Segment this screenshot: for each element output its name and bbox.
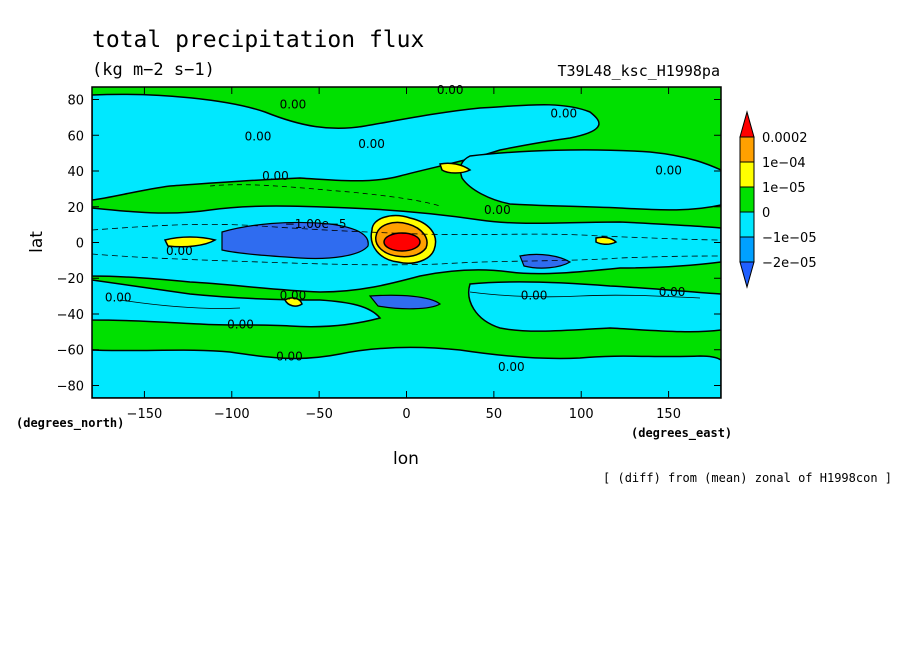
y-tick-label: −80 [57, 379, 84, 394]
x-tick-label: −100 [214, 407, 250, 422]
colorbar-swatch [739, 161, 755, 188]
colorbar-swatch [739, 136, 755, 163]
chart-title: total precipitation flux [92, 27, 424, 53]
colorbar-label: 0 [762, 206, 770, 221]
colorbar: 0.0002 1e−04 1e−05 0 −1e−05 −2e−05 [739, 110, 817, 289]
contour-lines [92, 184, 721, 309]
contour-label: 0.00 [276, 349, 303, 363]
y-tick-label: 80 [67, 94, 84, 109]
colorbar-label: −2e−05 [762, 256, 817, 271]
y-axis-title: lat [27, 231, 47, 253]
contour-label: 0.00 [280, 289, 307, 303]
y-tick-label: 60 [67, 129, 84, 144]
x-tick-label: 100 [569, 407, 594, 422]
y-axis: 80 60 40 20 0 −20 −40 −60 −80 [57, 94, 721, 394]
contour-label: 0.00 [358, 137, 385, 151]
central-anomaly [370, 214, 437, 264]
contour-label: 0.00 [550, 106, 577, 120]
chart-units: (kg m−2 s−1) [92, 60, 215, 80]
contour-label: 0.00 [227, 317, 254, 331]
strong-negative-regions [221, 221, 572, 310]
x-tick-label: 50 [486, 407, 503, 422]
contour-label: 0.00 [437, 83, 464, 97]
x-tick-label: 0 [402, 407, 410, 422]
contour-label: 0.00 [521, 289, 548, 303]
colorbar-label: 1e−05 [762, 181, 806, 196]
plot-area [92, 87, 721, 398]
contour-label: 0.00 [659, 285, 686, 299]
contour-label: 0.00 [245, 130, 272, 144]
colorbar-bottom-arrow [739, 261, 755, 289]
y-tick-label: 20 [67, 201, 84, 216]
colorbar-swatch [739, 211, 755, 238]
x-axis: −150 −100 −50 0 50 100 150 [127, 87, 681, 422]
x-unit-label: (degrees_east) [631, 426, 732, 441]
y-tick-label: 0 [76, 237, 84, 252]
difference-note: [ (diff) from (mean) zonal of H1998con ] [603, 471, 892, 485]
y-tick-label: −20 [57, 272, 84, 287]
x-tick-label: 150 [656, 407, 681, 422]
contour-labels: 0.00 0.00 0.00 0.00 0.00 0.00 0.00 0.00 −1.00e−5… [105, 83, 686, 374]
x-tick-label: −150 [127, 407, 163, 422]
contour-label: 0.00 [280, 97, 307, 111]
contour-label: 0.00 [105, 290, 132, 304]
colorbar-top-arrow [739, 110, 755, 138]
contour-label: 0.00 [262, 169, 289, 183]
contour-label: 0.00 [498, 360, 525, 374]
colorbar-swatch [739, 186, 755, 213]
contour-label: 0.00 [655, 164, 682, 178]
run-id-label: T39L48_ksc_H1998pa [557, 62, 720, 80]
x-axis-title: lon [393, 449, 419, 469]
colorbar-label: −1e−05 [762, 231, 817, 246]
colorbar-label: 0.0002 [762, 131, 808, 146]
colorbar-label: 1e−04 [762, 156, 806, 171]
y-tick-label: −40 [57, 308, 84, 323]
y-tick-label: −60 [57, 344, 84, 359]
contour-label: 0.00 [166, 244, 193, 258]
contour-label: 0.00 [484, 203, 511, 217]
positive-regions [163, 162, 618, 307]
x-tick-label: −50 [305, 407, 332, 422]
y-unit-label: (degrees_north) [16, 416, 124, 431]
colorbar-swatch [739, 236, 755, 263]
y-tick-label: 40 [67, 165, 84, 180]
contour-label: −1.00e−5 [285, 217, 347, 231]
